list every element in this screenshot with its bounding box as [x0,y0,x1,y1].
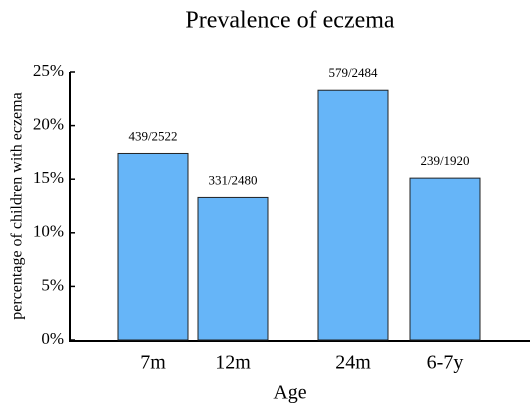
y-tick-label: 10% [33,222,64,241]
x-tick-label: 6-7y [427,352,464,374]
bar-annotation: 239/1920 [420,153,469,168]
y-tick-label: 20% [33,115,64,134]
bar [197,196,269,341]
bar-annotation: 331/2480 [208,172,257,187]
y-axis-label: percentage of children with eczema [9,92,26,319]
bar [409,177,481,341]
y-tick-label: 25% [33,61,64,80]
y-tick-label: 5% [41,275,64,294]
bar-annotation: 579/2484 [328,65,378,80]
x-axis-label: Age [273,382,306,404]
bar-annotation: 439/2522 [128,128,177,143]
x-tick-label: 7m [140,352,166,374]
x-tick-label: 12m [215,352,251,374]
x-tick-label: 24m [335,352,371,374]
y-tick-label: 0% [41,329,64,348]
chart-title: Prevalence of eczema [185,8,395,34]
y-tick-label: 15% [33,168,64,187]
bar [317,89,389,341]
bar [117,152,189,341]
